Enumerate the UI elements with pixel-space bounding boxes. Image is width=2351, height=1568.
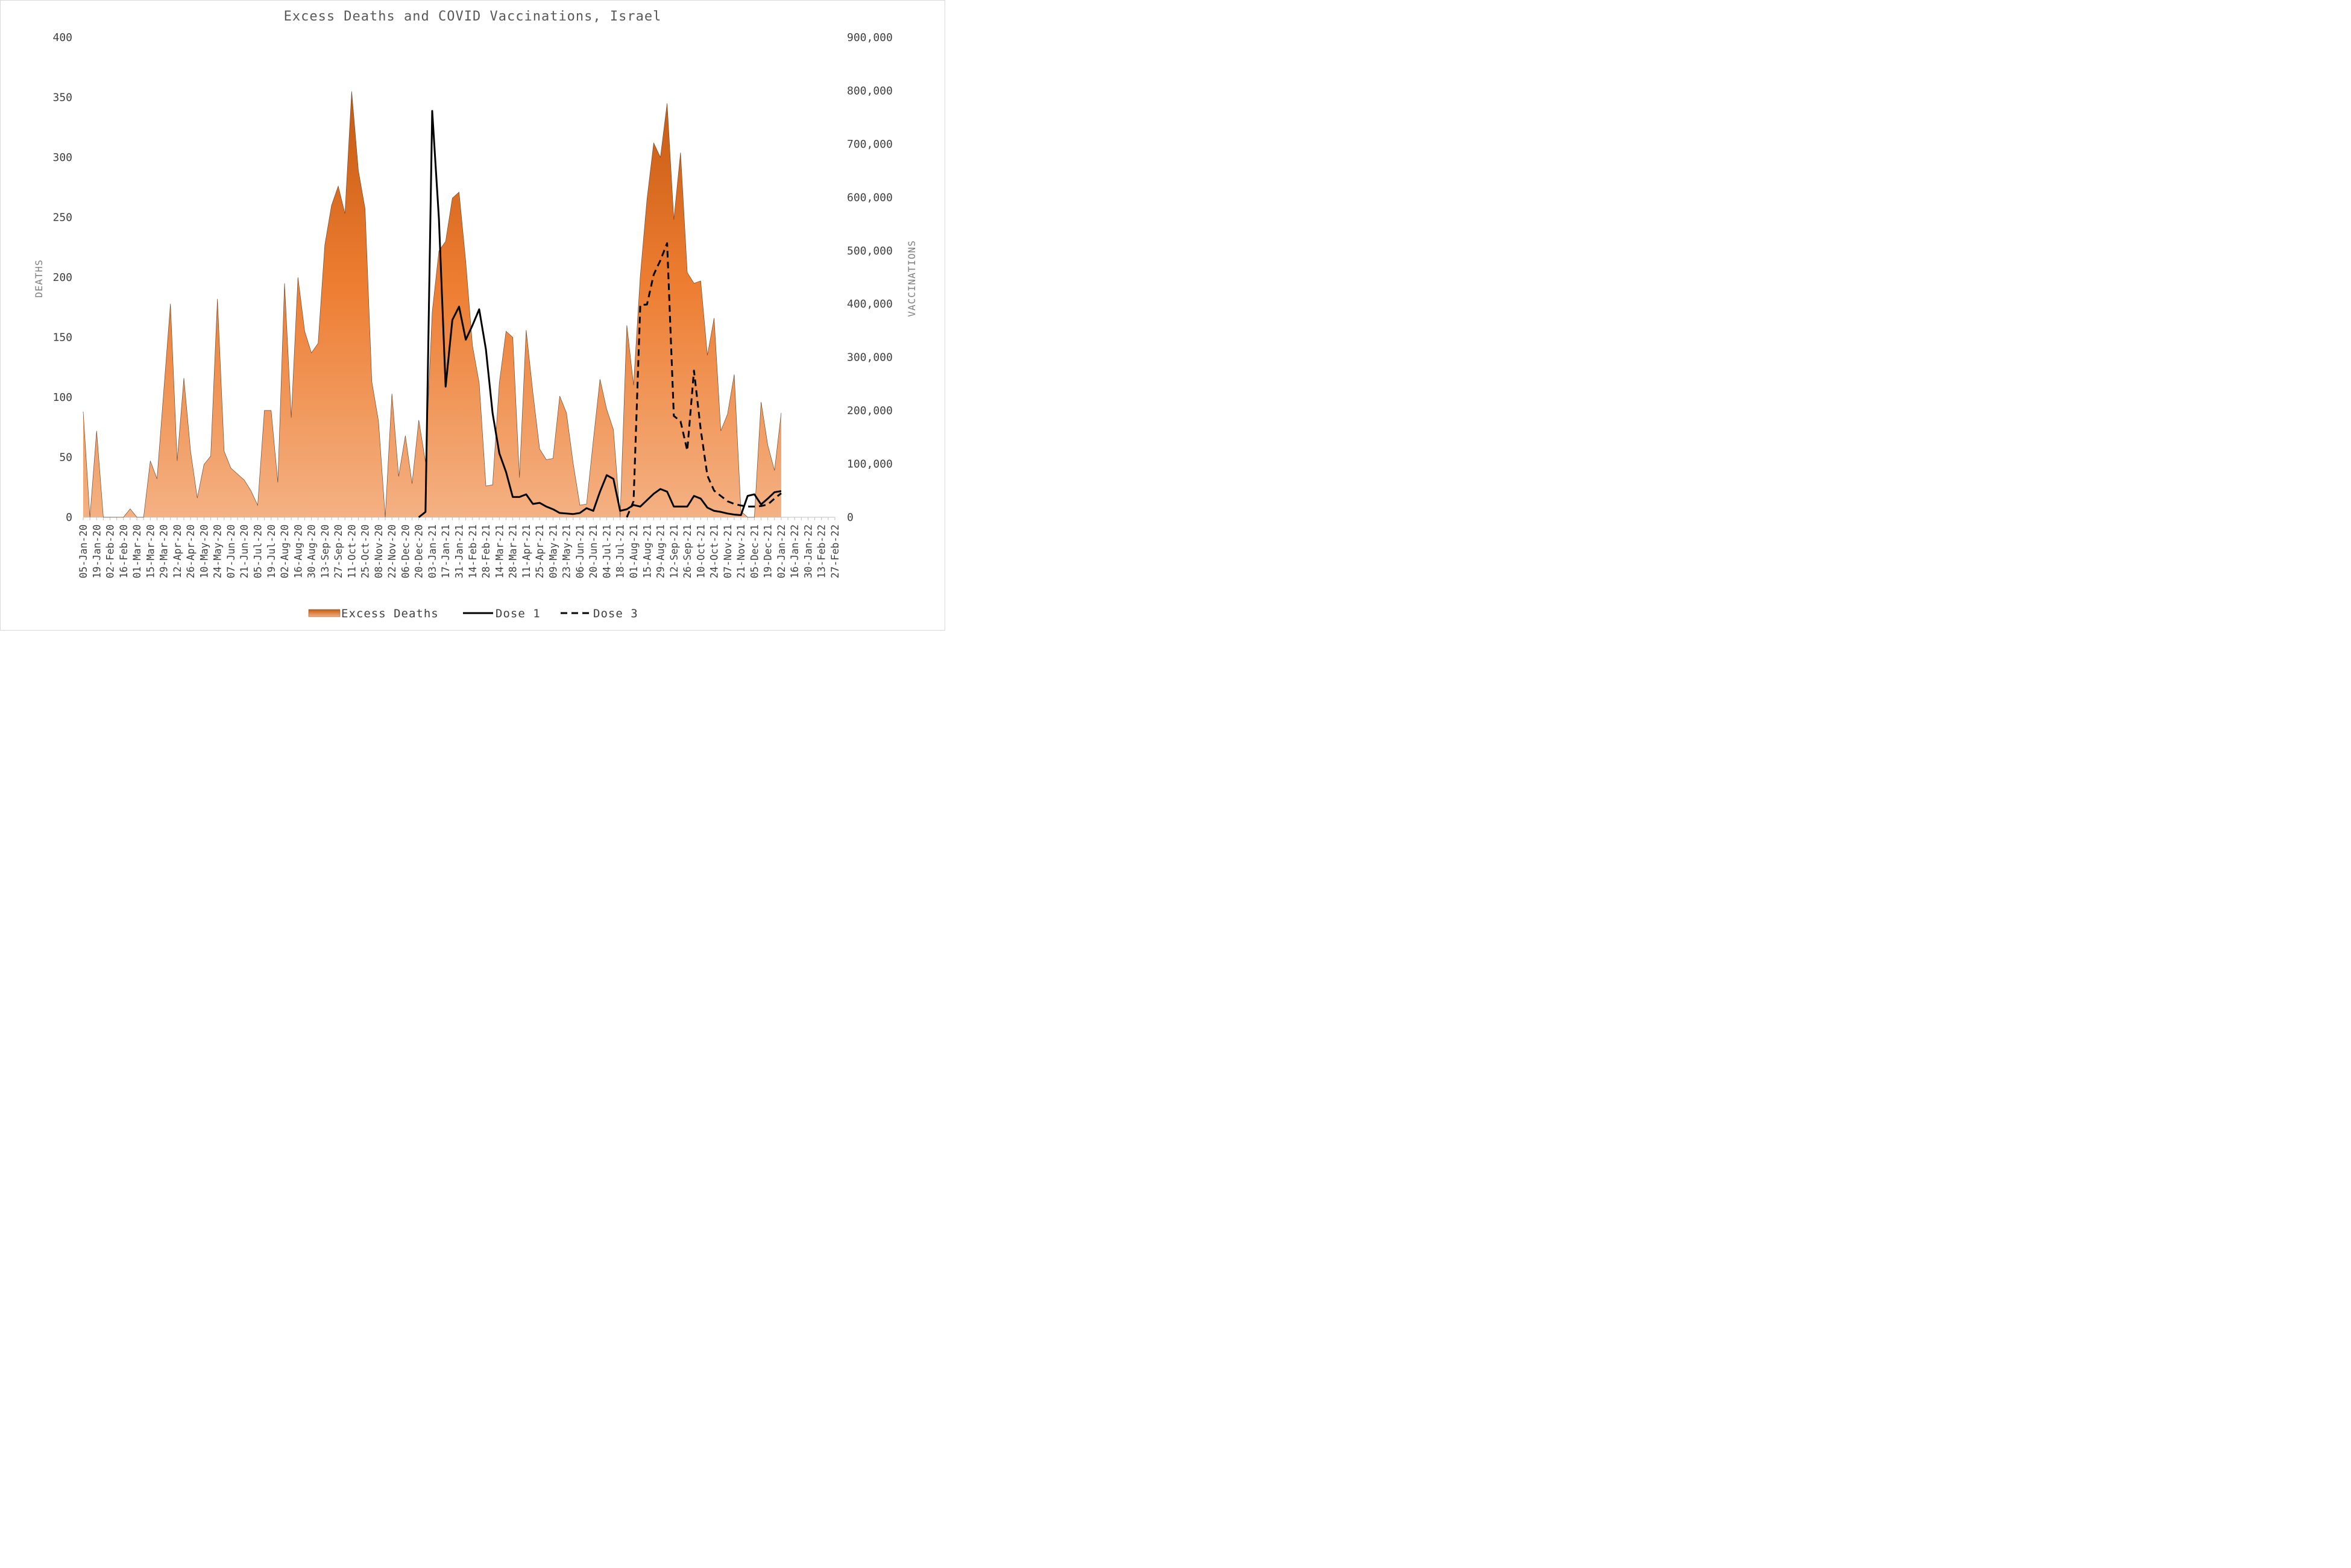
right-axis-tick-label: 100,000 bbox=[847, 458, 893, 471]
right-axis-tick-label: 500,000 bbox=[847, 245, 893, 257]
x-axis-tick-label: 16-Feb-20 bbox=[118, 524, 130, 578]
left-axis-tick-label: 350 bbox=[52, 92, 72, 104]
x-axis-tick-label: 03-Jan-21 bbox=[427, 524, 438, 578]
x-axis-tick-label: 19-Dec-21 bbox=[763, 524, 774, 578]
x-axis-tick-label: 25-Apr-21 bbox=[534, 524, 546, 578]
right-axis-tick-label: 300,000 bbox=[847, 351, 893, 364]
left-axis-tick-label: 300 bbox=[52, 151, 72, 164]
legend-swatch-excess-deaths bbox=[308, 609, 341, 617]
x-axis-tick-label: 01-Mar-20 bbox=[131, 524, 143, 578]
x-axis-tick-label: 09-May-21 bbox=[547, 524, 559, 578]
x-axis-tick-label: 18-Jul-21 bbox=[615, 524, 626, 578]
right-axis-label: VACCINATIONS bbox=[906, 240, 917, 317]
x-axis-tick-label: 15-Mar-20 bbox=[145, 524, 156, 578]
chart-frame bbox=[0, 0, 945, 631]
excess-deaths-vaccinations-chart: Excess Deaths and COVID Vaccinations, Is… bbox=[33, 9, 917, 620]
x-axis-tick-label: 14-Mar-21 bbox=[494, 524, 505, 578]
left-axis-tick-label: 50 bbox=[59, 452, 72, 464]
right-axis-tick-label: 800,000 bbox=[847, 84, 893, 97]
x-axis-tick-label: 02-Aug-20 bbox=[279, 524, 291, 578]
legend-label-dose-1: Dose 1 bbox=[496, 607, 541, 620]
x-axis-tick-label: 05-Jan-20 bbox=[78, 524, 89, 578]
x-axis-tick-label: 13-Sep-20 bbox=[319, 524, 331, 578]
left-axis-tick-label: 400 bbox=[52, 31, 72, 44]
left-axis-label: DEATHS bbox=[33, 259, 45, 298]
x-axis-tick-label: 10-May-20 bbox=[198, 524, 210, 578]
x-axis-tick-label: 06-Dec-20 bbox=[400, 524, 411, 578]
x-axis-tick-label: 07-Nov-21 bbox=[722, 524, 734, 578]
x-axis-tick-label: 20-Dec-20 bbox=[414, 524, 425, 578]
chart-title: Excess Deaths and COVID Vaccinations, Is… bbox=[284, 9, 662, 24]
excess-deaths-area-series bbox=[83, 91, 782, 518]
x-axis-tick-label: 16-Jan-22 bbox=[789, 524, 801, 578]
x-axis-tick-label: 23-May-21 bbox=[561, 524, 573, 578]
right-axis-tick-label: 900,000 bbox=[847, 31, 893, 44]
x-axis-tick-label: 26-Apr-20 bbox=[185, 524, 197, 578]
x-axis-tick-label: 13-Feb-22 bbox=[816, 524, 828, 578]
x-axis-tick-label: 25-Oct-20 bbox=[360, 524, 371, 578]
x-axis-tick-label: 07-Jun-20 bbox=[225, 524, 237, 578]
x-axis-tick-label: 02-Jan-22 bbox=[776, 524, 787, 578]
x-axis-tick-label: 26-Sep-21 bbox=[682, 524, 693, 578]
left-axis-tick-label: 150 bbox=[52, 332, 72, 344]
x-axis-tick-label: 24-Oct-21 bbox=[709, 524, 720, 578]
x-axis-tick-label: 19-Jan-20 bbox=[91, 524, 102, 578]
legend: Excess Deaths Dose 1 Dose 3 bbox=[308, 607, 638, 620]
x-axis-tick-label: 19-Jul-20 bbox=[266, 524, 277, 578]
x-axis-tick-label: 06-Jun-21 bbox=[574, 524, 586, 578]
x-axis-tick-label: 27-Feb-22 bbox=[829, 524, 841, 578]
excess-deaths-area bbox=[83, 91, 781, 518]
x-axis-tick-label: 12-Apr-20 bbox=[172, 524, 183, 578]
x-axis-tick-label: 14-Feb-21 bbox=[467, 524, 479, 578]
x-axis-tick-label: 16-Aug-20 bbox=[292, 524, 304, 578]
right-axis-tick-label: 700,000 bbox=[847, 138, 893, 151]
x-axis-tick-label: 01-Aug-21 bbox=[628, 524, 640, 578]
x-axis-tick-label: 20-Jun-21 bbox=[588, 524, 599, 578]
x-axis-tick-label: 11-Oct-20 bbox=[346, 524, 357, 578]
x-axis-tick-label: 10-Oct-21 bbox=[695, 524, 707, 578]
left-axis-tick-label: 250 bbox=[52, 212, 72, 224]
x-axis-tick-label: 29-Aug-21 bbox=[655, 524, 667, 578]
x-axis-tick-label: 31-Jan-21 bbox=[454, 524, 465, 578]
x-axis-tick-label: 04-Jul-21 bbox=[601, 524, 612, 578]
x-axis-tick-label: 28-Feb-21 bbox=[480, 524, 492, 578]
excess-deaths-outline bbox=[83, 91, 782, 518]
x-axis-tick-label: 24-May-20 bbox=[212, 524, 224, 578]
right-axis-tick-label: 600,000 bbox=[847, 191, 893, 204]
x-axis-tick-label: 21-Nov-21 bbox=[735, 524, 747, 578]
x-axis-tick-label: 30-Jan-22 bbox=[802, 524, 814, 578]
x-axis-tick-label: 21-Jun-20 bbox=[239, 524, 250, 578]
x-axis-tick-label: 08-Nov-20 bbox=[373, 524, 385, 578]
legend-label-dose-3: Dose 3 bbox=[593, 607, 638, 620]
legend-label-excess-deaths: Excess Deaths bbox=[341, 607, 439, 620]
dose-1-line bbox=[418, 110, 782, 518]
x-axis-tick-label: 02-Feb-20 bbox=[105, 524, 116, 578]
x-axis-tick-label: 12-Sep-21 bbox=[669, 524, 680, 578]
x-axis-tick-label: 11-Apr-21 bbox=[521, 524, 532, 578]
x-axis-tick-label: 30-Aug-20 bbox=[306, 524, 318, 578]
x-axis-tick-label: 22-Nov-20 bbox=[386, 524, 398, 578]
x-axis-tick-label: 05-Dec-21 bbox=[749, 524, 760, 578]
left-axis-tick-label: 100 bbox=[52, 391, 72, 404]
vaccination-line-series bbox=[418, 110, 782, 518]
x-axis-tick-label: 17-Jan-21 bbox=[440, 524, 452, 578]
right-axis-tick-label: 400,000 bbox=[847, 298, 893, 310]
right-axis-tick-label: 0 bbox=[847, 511, 854, 524]
x-axis-tick-label: 27-Sep-20 bbox=[333, 524, 344, 578]
x-axis-tick-label: 05-Jul-20 bbox=[252, 524, 263, 578]
x-axis-tick-label: 15-Aug-21 bbox=[641, 524, 653, 578]
right-axis-tick-label: 200,000 bbox=[847, 405, 893, 417]
x-axis-tick-label: 28-Mar-21 bbox=[508, 524, 519, 578]
left-axis-tick-label: 200 bbox=[52, 271, 72, 284]
x-axis-tick-label: 29-Mar-20 bbox=[159, 524, 170, 578]
left-axis-tick-label: 0 bbox=[66, 511, 72, 524]
